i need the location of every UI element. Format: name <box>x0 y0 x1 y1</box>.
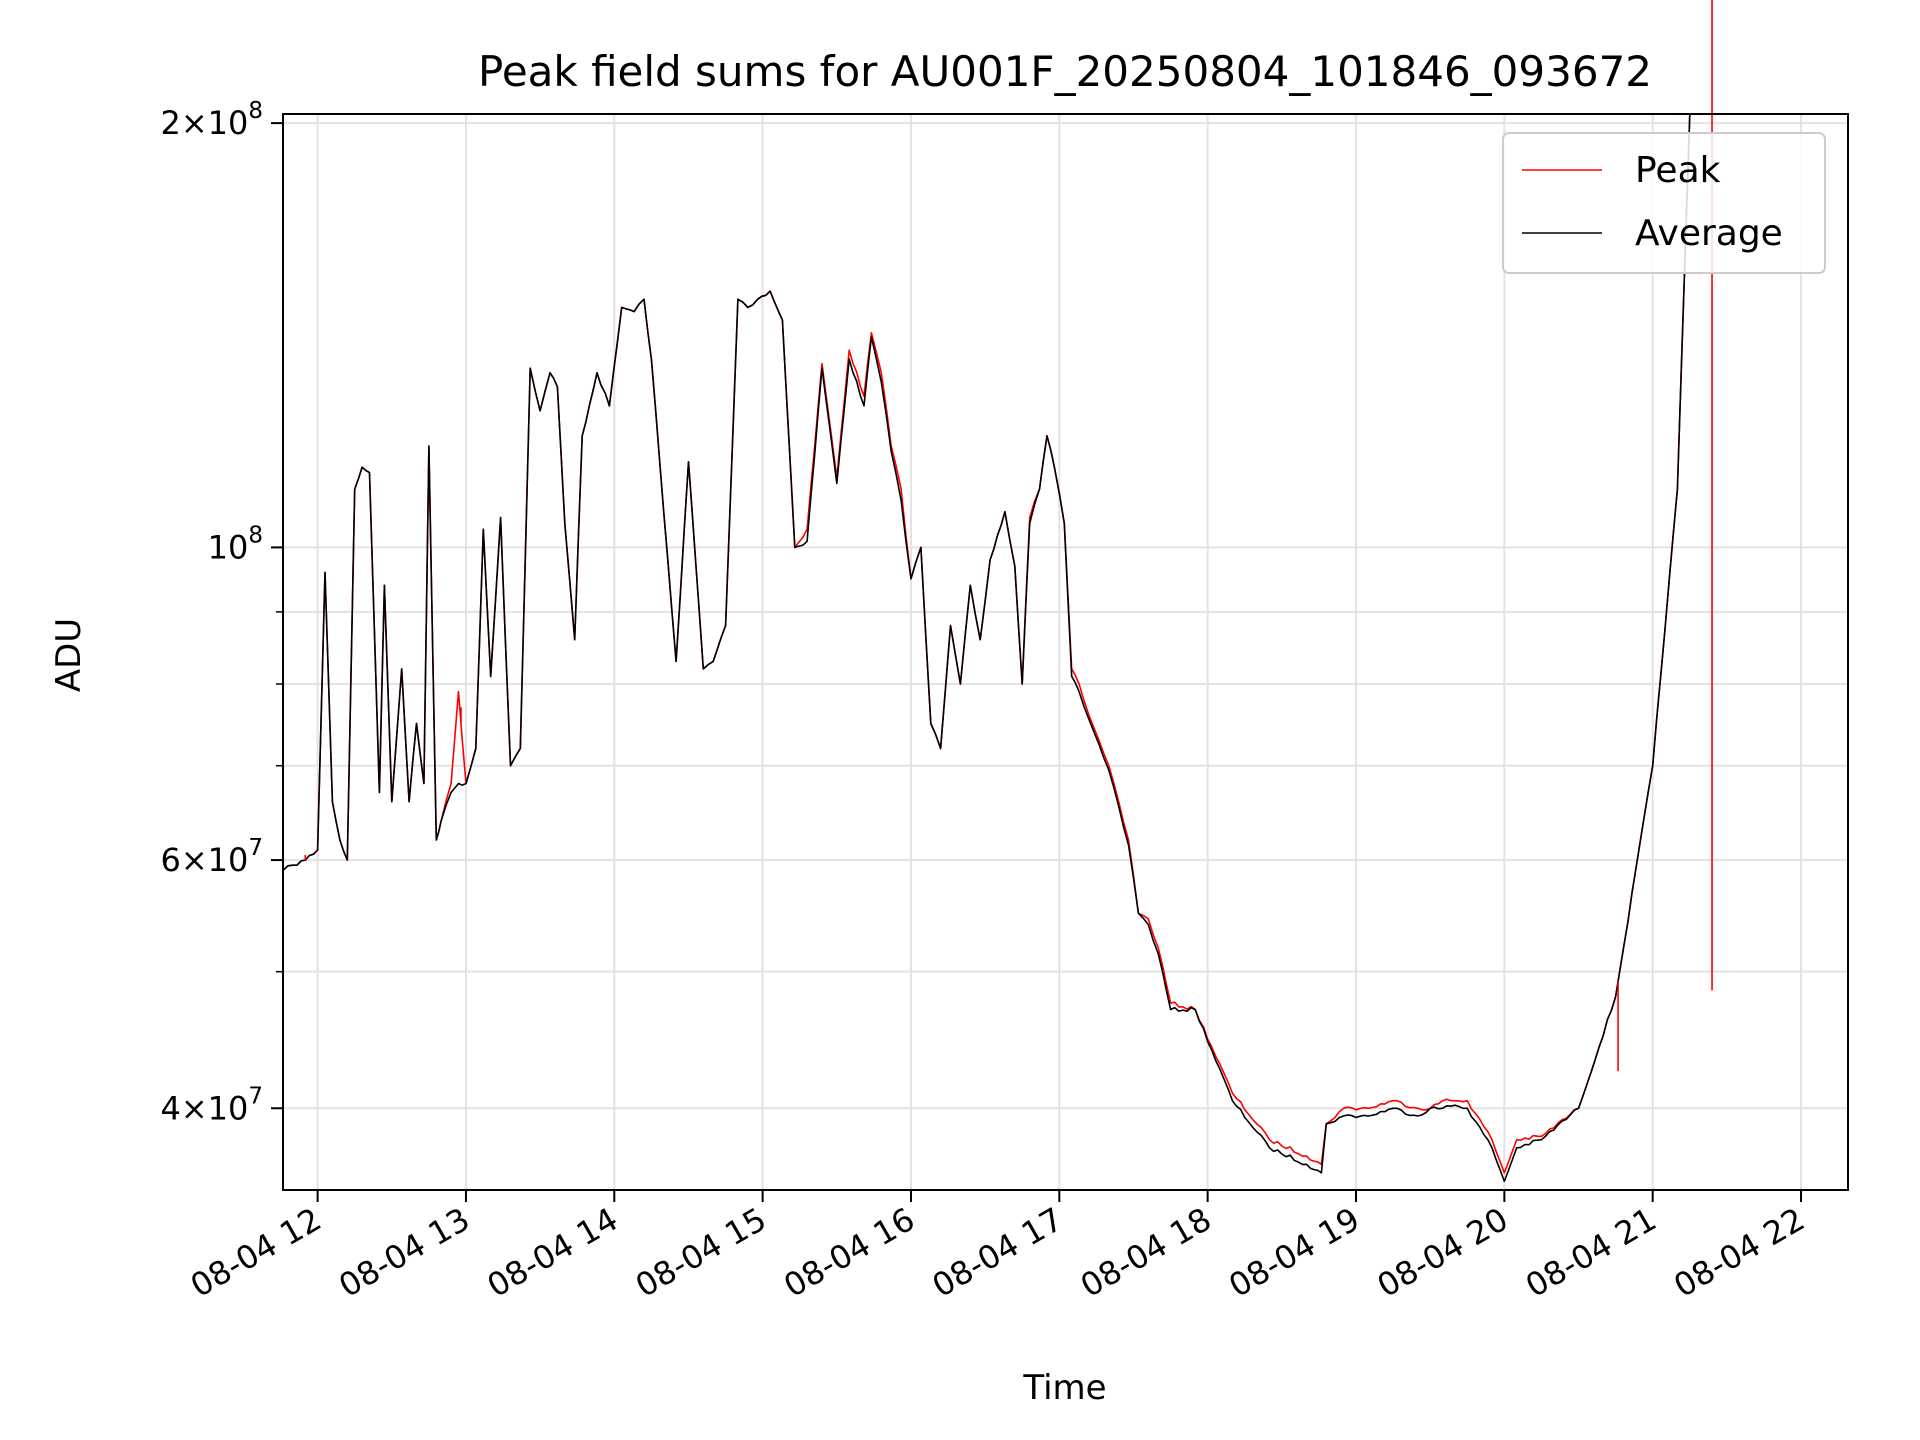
grid <box>283 114 1848 1190</box>
legend-label-average: Average <box>1635 213 1783 254</box>
chart-title: Peak field sums for AU001F_20250804_1018… <box>478 47 1652 96</box>
y-tick-label: 2×108 <box>160 98 263 142</box>
legend-box <box>1502 132 1826 274</box>
y-axis-title: ADU <box>49 618 89 692</box>
legend-label-peak: Peak <box>1635 150 1721 191</box>
legend: Peak Average <box>1502 132 1826 274</box>
y-tick-label: 4×107 <box>160 1083 263 1127</box>
plot-frame <box>282 113 1849 1191</box>
y-tick-label: 108 <box>208 522 263 566</box>
y-tick-label: 6×107 <box>160 835 263 879</box>
y-axis: 2×108 108 6×107 4×107 <box>160 98 283 1127</box>
series-line-average <box>282 113 1691 1183</box>
x-axis-title: Time <box>1022 1368 1106 1408</box>
